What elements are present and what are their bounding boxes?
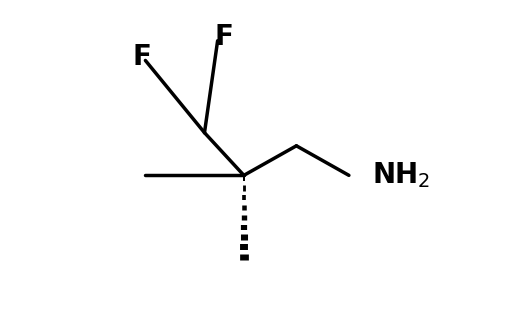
Text: NH$_2$: NH$_2$ [372,161,430,190]
Text: F: F [215,24,234,52]
Text: F: F [133,43,152,71]
